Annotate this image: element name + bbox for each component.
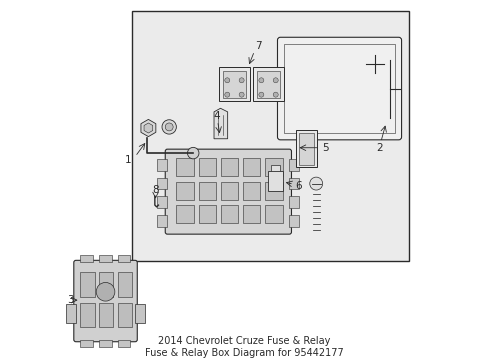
Bar [289,215,299,226]
Bar [198,205,215,223]
Bar [257,71,280,98]
Circle shape [273,78,278,83]
Bar [289,197,299,208]
Bar [265,182,282,200]
Bar [223,71,246,98]
Circle shape [224,92,229,97]
FancyBboxPatch shape [277,37,401,140]
Bar [198,158,215,176]
Bar [284,44,394,134]
Circle shape [239,78,244,83]
Bar [117,272,132,297]
Bar [157,178,167,189]
Bar [80,272,94,297]
Bar [117,303,132,327]
Text: 6: 6 [295,181,302,191]
Bar [157,197,167,208]
Text: 8: 8 [152,185,159,195]
Text: 5: 5 [322,143,328,153]
Bar [198,182,215,200]
FancyBboxPatch shape [165,149,291,234]
Polygon shape [144,123,152,133]
Bar [243,182,260,200]
Bar [176,205,193,223]
Bar [221,182,238,200]
Bar [296,130,317,167]
Bar [176,158,193,176]
Bar [157,215,167,226]
Text: 7: 7 [254,41,261,50]
Polygon shape [214,108,227,139]
Polygon shape [141,120,156,136]
Bar [243,158,260,176]
Bar [99,272,113,297]
Text: 2: 2 [376,143,383,153]
Bar [131,12,408,261]
Bar [270,165,279,171]
Circle shape [273,92,278,97]
Bar [265,205,282,223]
Bar [289,178,299,189]
Bar [117,255,130,262]
Bar [265,158,282,176]
Bar [99,303,113,327]
Bar [157,159,167,171]
Text: 4: 4 [213,111,220,121]
Circle shape [258,92,264,97]
Bar [80,339,93,347]
Circle shape [162,120,176,134]
Circle shape [96,283,115,301]
Bar [289,159,299,171]
Circle shape [258,78,264,83]
Bar [299,133,314,165]
Text: 1: 1 [124,155,131,165]
FancyBboxPatch shape [74,260,137,342]
Bar [176,182,193,200]
Bar [219,67,249,101]
Bar [243,205,260,223]
Bar [80,303,94,327]
Bar [66,304,76,323]
Text: 2014 Chevrolet Cruze Fuse & Relay
Fuse & Relay Box Diagram for 95442177: 2014 Chevrolet Cruze Fuse & Relay Fuse &… [145,336,343,357]
Circle shape [187,147,199,159]
Bar [253,67,284,101]
Bar [117,339,130,347]
Bar [99,339,112,347]
Bar [221,205,238,223]
Circle shape [165,123,173,131]
Circle shape [309,177,322,190]
Text: 3: 3 [67,295,74,305]
Polygon shape [267,171,282,191]
Circle shape [224,78,229,83]
Bar [135,304,145,323]
Bar [99,255,112,262]
Circle shape [239,92,244,97]
Bar [80,255,93,262]
Bar [221,158,238,176]
